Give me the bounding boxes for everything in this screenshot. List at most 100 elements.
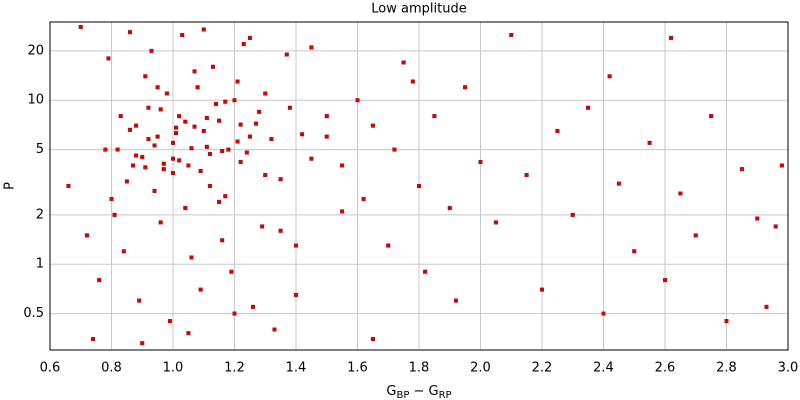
y-tick-label: 20 [27,43,44,58]
x-tick-label: 2.6 [655,361,676,376]
point [115,147,120,152]
point [140,341,145,346]
point [207,183,212,188]
point [161,167,166,172]
point [284,52,289,57]
point [207,152,212,157]
point [161,161,166,166]
point [739,167,744,172]
point [361,196,366,201]
x-tick-label: 1.6 [347,361,368,376]
point [570,212,575,217]
x-tick-label: 2.4 [593,361,614,376]
point [294,292,299,297]
point [167,319,172,324]
point [152,143,157,148]
point [103,147,108,152]
point [143,165,148,170]
point [238,122,243,127]
x-tick-label: 1.2 [224,361,245,376]
point [555,128,560,133]
point [152,188,157,193]
x-tick-label: 2.0 [470,361,491,376]
point [158,107,163,112]
x-tick-label: 1.0 [163,361,184,376]
plot-frame [49,21,789,351]
x-label-sub: BP [396,390,409,400]
point [131,163,136,168]
point [773,224,778,229]
point [174,125,179,130]
x-tick-label: 0.8 [101,361,122,376]
point [223,99,228,104]
point [198,287,203,292]
point [214,101,219,106]
x-tick-label: 2.2 [532,361,553,376]
point [247,35,252,40]
x-tick-label: 3.0 [778,361,799,376]
point [238,160,243,165]
point [340,163,345,168]
point [204,144,209,149]
point [263,91,268,96]
point [278,228,283,233]
point [616,181,621,186]
x-axis-label: GBP − GRP [386,384,451,400]
point [201,27,206,32]
point [118,114,123,119]
point [309,45,314,50]
point [247,134,252,139]
x-tick-label: 1.8 [409,361,430,376]
x-label-part: − G [409,384,438,399]
point [127,127,132,132]
point [355,98,360,103]
point [210,64,215,69]
point [678,191,683,196]
point [724,319,729,324]
point [755,216,760,221]
point [143,74,148,79]
point [229,269,234,274]
point [170,140,175,145]
point [177,158,182,163]
point [423,269,428,274]
point [198,169,203,174]
point [112,212,117,217]
point [109,196,114,201]
point [97,278,102,283]
point [669,35,674,40]
x-tick-label: 0.6 [40,361,61,376]
point [432,114,437,119]
point [189,146,194,151]
point [601,311,606,316]
point [192,69,197,74]
point [127,30,132,35]
point [223,194,228,199]
point [370,123,375,128]
point [509,32,514,37]
point [632,249,637,254]
point [250,304,255,309]
point [241,42,246,47]
point [158,220,163,225]
point [66,183,71,188]
y-tick-label: 2 [36,207,44,222]
point [155,134,160,139]
chart-title: Low amplitude [371,2,466,17]
point [134,153,139,158]
y-axis-label: P [3,182,18,190]
point [287,105,292,110]
point [217,199,222,204]
point [232,98,237,103]
point [663,278,668,283]
point [401,60,406,65]
point [201,128,206,133]
point [78,24,83,29]
y-tick-label: 5 [36,142,44,157]
point [232,311,237,316]
point [693,233,698,238]
point [155,85,160,90]
point [121,249,126,254]
point [134,123,139,128]
x-tick-label: 2.8 [716,361,737,376]
